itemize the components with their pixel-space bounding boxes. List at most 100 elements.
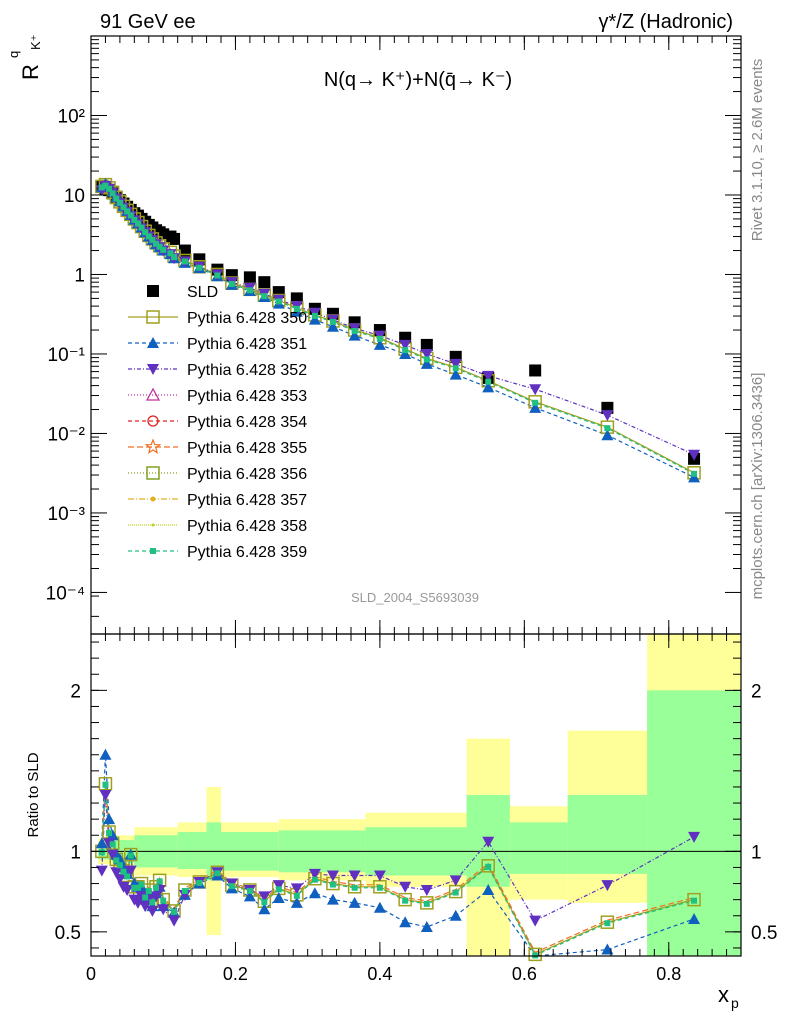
top-point-359-0 xyxy=(98,184,105,191)
top-point-2-38 xyxy=(688,471,701,483)
legend-label-3: Pythia 6.428 352 xyxy=(187,362,307,379)
ratio-point-359-17 xyxy=(160,897,167,904)
top-point-359-23 xyxy=(228,281,235,288)
legend-entry-3: Pythia 6.428 352 xyxy=(128,362,307,379)
ratio-point-0-36 xyxy=(600,915,615,929)
legend-marker-2 xyxy=(147,337,159,348)
band-inner-10 xyxy=(567,795,648,874)
top-point-359-34 xyxy=(452,365,459,372)
top-point-359-21 xyxy=(196,264,203,271)
top-point-359-38 xyxy=(691,470,698,477)
ratio-point-2-36 xyxy=(601,880,614,892)
legend-label-1: Pythia 6.428 350 xyxy=(187,310,307,327)
top-point-359-27 xyxy=(293,305,300,312)
ratio-point-359-19 xyxy=(181,887,188,894)
legend-marker-8 xyxy=(150,496,156,502)
ratio-point-0-37 xyxy=(687,892,701,907)
top-point-359-26 xyxy=(275,298,282,305)
ratio-point-0-35 xyxy=(528,947,542,962)
top-point-359-8 xyxy=(127,212,134,219)
ratio-point-359-4 xyxy=(113,857,120,864)
top-point-3-37 xyxy=(601,410,614,422)
top-point-0-20 xyxy=(178,244,191,257)
top-point-3-34 xyxy=(449,358,462,370)
legend-label-2: Pythia 6.428 351 xyxy=(187,336,307,353)
legend-entry-6: Pythia 6.428 355 xyxy=(128,438,307,457)
legend-marker-4 xyxy=(145,387,161,401)
legend-marker-7 xyxy=(146,466,160,480)
top-point-359-4 xyxy=(113,195,120,202)
top-point-2-35 xyxy=(482,381,495,393)
top-point-359-11 xyxy=(138,224,145,231)
top-point-3-32 xyxy=(399,339,412,351)
ratio-point-2-17 xyxy=(157,904,170,916)
legend-entry-1: Pythia 6.428 350 xyxy=(128,310,307,327)
ratio-point-1-25 xyxy=(272,892,285,904)
top-point-2-29 xyxy=(326,320,339,332)
ratio-point-359-25 xyxy=(275,886,282,893)
ratio-point-359-35 xyxy=(532,952,539,959)
top-point-3-35 xyxy=(482,370,495,382)
top-point-359-33 xyxy=(423,356,430,363)
ratio-point-359-2 xyxy=(106,830,113,837)
ratio-point-2-34 xyxy=(482,836,495,848)
legend-marker-5 xyxy=(147,415,159,427)
ybot-tick-label-right-1: 1 xyxy=(751,842,762,863)
top-point-2-30 xyxy=(348,329,361,341)
ratio-point-2-2 xyxy=(103,838,116,850)
legend-entry-7: Pythia 6.428 356 xyxy=(128,466,307,483)
svg-text:K⁺: K⁺ xyxy=(28,34,43,50)
ratio-point-1-1 xyxy=(99,748,112,760)
legend-marker-9 xyxy=(151,523,155,527)
ratio-point-359-22 xyxy=(228,883,235,890)
legend-label-10: Pythia 6.428 359 xyxy=(187,544,307,561)
ratio-point-359-36 xyxy=(604,920,611,927)
ratio-point-359-23 xyxy=(246,887,253,894)
legend-marker-1 xyxy=(146,310,160,324)
top-point-359-12 xyxy=(142,229,149,236)
ytop-tick-label-0: 10⁻⁴ xyxy=(46,583,85,604)
ratio-point-359-26 xyxy=(293,892,300,899)
ratio-point-359-33 xyxy=(452,889,459,896)
legend-label-4: Pythia 6.428 353 xyxy=(187,388,307,405)
ybot-tick-label-right-0: 0.5 xyxy=(751,923,777,944)
top-point-359-6 xyxy=(120,204,127,211)
ratio-point-0-31 xyxy=(398,892,412,907)
x-tick-label-1: 0.2 xyxy=(223,964,248,984)
top-point-3-36 xyxy=(529,384,542,396)
top-point-359-5 xyxy=(116,199,123,206)
ylabel-bottom: Ratio to SLD xyxy=(25,752,42,837)
ratio-point-2-4 xyxy=(110,867,123,879)
top-point-359-16 xyxy=(156,243,163,250)
ylabel-top: R q K⁺ xyxy=(6,34,43,79)
ratio-point-2-18 xyxy=(168,915,181,927)
top-point-359-20 xyxy=(181,258,188,265)
ratio-point-2-11 xyxy=(135,891,148,903)
x-tick-label-4: 0.8 xyxy=(656,964,681,984)
rivet-label: Rivet 3.1.10, ≥ 2.6M events xyxy=(749,59,766,242)
top-point-359-1 xyxy=(102,182,109,189)
legend-label-7: Pythia 6.428 356 xyxy=(187,466,307,483)
ratio-point-1-0 xyxy=(95,837,108,849)
svg-text:q: q xyxy=(6,51,21,58)
ratio-point-1-37 xyxy=(688,912,701,924)
top-point-0-25 xyxy=(258,276,271,289)
ratio-point-0-34 xyxy=(481,859,495,873)
ratio-point-359-20 xyxy=(196,879,203,886)
ratio-point-359-11 xyxy=(138,881,145,888)
top-point-2-34 xyxy=(449,368,462,380)
x-tick-label-2: 0.4 xyxy=(367,964,392,984)
ratio-point-0-32 xyxy=(420,896,434,910)
svg-text:x: x xyxy=(718,982,729,1007)
ratio-point-1-34 xyxy=(482,883,495,895)
top-point-2-32 xyxy=(399,347,412,359)
band-inner-9 xyxy=(509,822,568,874)
ratio-point-1-27 xyxy=(308,887,321,899)
top-point-359-31 xyxy=(376,335,383,342)
ratio-point-1-24 xyxy=(258,903,271,915)
legend-marker-0 xyxy=(147,285,159,297)
top-point-359-36 xyxy=(532,399,539,406)
legend-label-8: Pythia 6.428 357 xyxy=(187,492,307,509)
x-tick-label-0: 0 xyxy=(86,964,96,984)
ratio-point-2-35 xyxy=(529,915,542,927)
